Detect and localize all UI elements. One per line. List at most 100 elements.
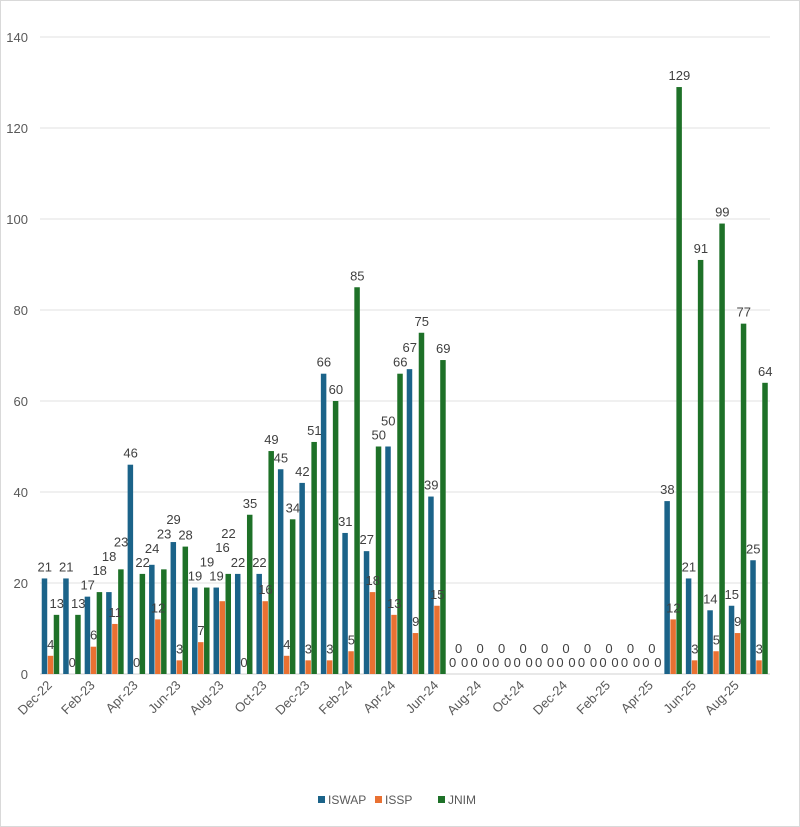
x-tick-label: Feb-25 (573, 678, 613, 718)
data-label: 21 (59, 559, 73, 574)
data-label: 13 (50, 596, 64, 611)
data-label: 4 (283, 637, 290, 652)
y-axis: 0 20 40 60 80 100 120 140 (6, 30, 28, 682)
data-label: 0 (498, 641, 505, 656)
bar-issp (112, 623, 118, 674)
y-tick-label: 140 (6, 30, 28, 45)
x-tick-label: Apr-24 (360, 678, 398, 716)
data-label: 18 (366, 573, 380, 588)
data-label: 9 (734, 614, 741, 629)
data-label: 13 (71, 596, 85, 611)
x-tick-label: Aug-25 (702, 678, 742, 718)
bar-issp (369, 592, 376, 674)
x-tick-label: Dec-23 (272, 678, 312, 718)
x-tick-label: Jun-25 (660, 678, 699, 717)
data-label: 99 (715, 205, 729, 220)
data-label: 49 (264, 432, 278, 447)
bar-jnim (676, 87, 682, 675)
data-label: 3 (691, 641, 698, 656)
data-label: 12 (666, 600, 680, 615)
data-label: 0 (547, 655, 554, 670)
data-label: 0 (477, 641, 484, 656)
bar-jnim (118, 569, 124, 674)
data-label: 3 (326, 641, 333, 656)
bar-issp (670, 619, 676, 674)
bar-issp (176, 660, 183, 674)
y-tick-label: 40 (14, 485, 28, 500)
data-label: 0 (492, 655, 499, 670)
data-label: 22 (252, 555, 266, 570)
data-label: 77 (737, 305, 751, 320)
y-tick-label: 0 (21, 667, 28, 682)
data-label: 0 (621, 655, 628, 670)
bar-issp (391, 614, 397, 674)
bar-issp (198, 642, 204, 674)
data-label: 23 (114, 534, 128, 549)
bar-iswap (63, 578, 69, 674)
bar-iswap (428, 496, 434, 674)
bar-iswap (127, 464, 134, 674)
bar-iswap (192, 587, 198, 674)
bar-iswap (363, 551, 370, 674)
data-label: 3 (756, 641, 763, 656)
bar-issp (734, 633, 741, 674)
data-label: 6 (90, 628, 97, 643)
x-tick-label: Jun-24 (403, 678, 442, 717)
data-label: 22 (231, 555, 245, 570)
x-tick-label: Aug-24 (444, 678, 484, 718)
bar-iswap (685, 578, 692, 674)
gridlines (40, 36, 770, 675)
x-tick-label: Dec-22 (15, 678, 55, 718)
data-label: 21 (38, 559, 52, 574)
data-label: 14 (703, 591, 717, 606)
bar-jnim (397, 373, 403, 674)
bar-jnim (246, 514, 253, 674)
bar-jnim (53, 614, 60, 674)
bar-jnim (182, 546, 189, 674)
data-label: 0 (461, 655, 468, 670)
data-label: 0 (611, 655, 618, 670)
bar-issp (326, 660, 333, 674)
bar-issp (412, 633, 419, 674)
bar-jnim (354, 287, 360, 674)
bar-iswap (750, 560, 756, 674)
data-label: 24 (145, 541, 159, 556)
bar-issp (219, 601, 225, 674)
data-label: 0 (535, 655, 542, 670)
data-label: 75 (415, 314, 429, 329)
legend-label: ISWAP (328, 793, 366, 807)
bar-iswap (213, 587, 219, 674)
data-label: 0 (590, 655, 597, 670)
data-label: 22 (135, 555, 149, 570)
bar-jnim (440, 360, 446, 674)
bars (41, 87, 768, 675)
data-label: 25 (746, 541, 760, 556)
bar-jnim (697, 259, 704, 674)
data-label: 16 (258, 582, 272, 597)
data-label: 35 (243, 496, 257, 511)
data-label: 0 (599, 655, 606, 670)
data-label: 12 (151, 600, 165, 615)
data-labels: 2141321013176181811234602224122329328197… (38, 68, 773, 670)
x-tick-label: Apr-23 (103, 678, 141, 716)
bar-issp (713, 651, 719, 674)
bar-iswap (342, 532, 348, 674)
y-tick-label: 100 (6, 212, 28, 227)
bar-jnim (225, 573, 231, 674)
y-tick-label: 120 (6, 121, 28, 136)
data-label: 64 (758, 364, 772, 379)
bar-issp (305, 660, 311, 674)
bar-jnim (311, 441, 317, 674)
bar-jnim (268, 451, 274, 674)
data-label: 91 (694, 241, 708, 256)
data-label: 38 (660, 482, 674, 497)
data-label: 4 (47, 637, 54, 652)
bar-jnim (289, 519, 296, 674)
bar-iswap (256, 573, 262, 674)
data-label: 0 (562, 641, 569, 656)
data-label: 0 (642, 655, 649, 670)
bar-jnim (762, 382, 768, 674)
bar-iswap (664, 501, 670, 674)
data-label: 42 (295, 464, 309, 479)
